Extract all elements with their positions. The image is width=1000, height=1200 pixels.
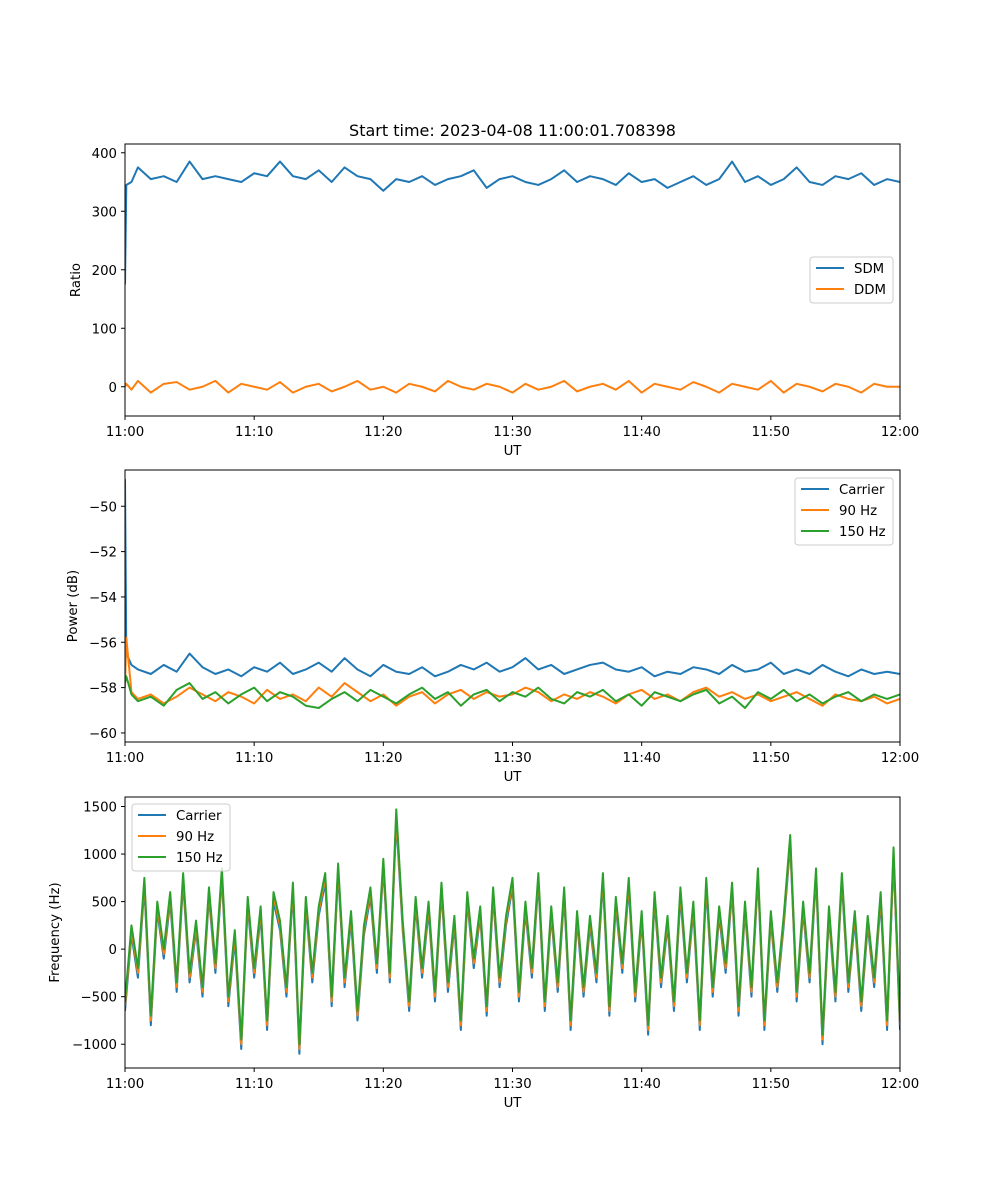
legend-label-90-hz: 90 Hz — [176, 830, 214, 845]
series-line-carrier — [125, 479, 900, 678]
figure-title: Start time: 2023-04-08 11:00:01.708398 — [349, 121, 676, 140]
y-tick-label: −50 — [89, 500, 117, 515]
x-tick-label: 11:30 — [493, 425, 531, 440]
y-tick-label: 100 — [92, 322, 117, 337]
x-tick-label: 11:10 — [235, 751, 273, 766]
legend-label-150-hz: 150 Hz — [839, 525, 886, 540]
ratio-chart-panel: 11:00 11:10 11:20 11:30 11:40 11:50 12:00 0 100 2… — [69, 143, 919, 459]
y-tick-label: −60 — [89, 727, 117, 742]
y-tick-label: 0 — [109, 943, 117, 958]
y-tick-label: 1000 — [83, 848, 117, 863]
y-tick-label: 300 — [92, 205, 117, 220]
y-axis-label: Frequency (Hz) — [48, 882, 63, 982]
legend-label-90-hz: 90 Hz — [839, 504, 877, 519]
legend-label-ddm: DDM — [854, 283, 886, 298]
y-tick-label: 500 — [92, 896, 117, 911]
legend-label-150-hz: 150 Hz — [176, 851, 223, 866]
x-tick-label: 11:10 — [235, 1077, 273, 1092]
x-axis-label: UT — [504, 444, 523, 459]
y-tick-label: −56 — [89, 636, 117, 651]
y-tick-label: 0 — [109, 381, 117, 396]
x-tick-label: 11:10 — [235, 425, 273, 440]
y-tick-label: −58 — [89, 682, 117, 697]
legend: Carrier 90 Hz 150 Hz — [794, 477, 894, 546]
y-axis-label: Ratio — [69, 263, 84, 297]
x-tick-label: 11:20 — [364, 751, 402, 766]
series-line-sdm — [125, 160, 900, 285]
frequency-chart-panel: 11:00 11:10 11:20 11:30 11:40 11:50 12:00 −1000… — [48, 796, 919, 1111]
y-tick-label: 1500 — [83, 801, 117, 816]
legend-label-carrier: Carrier — [839, 483, 885, 498]
x-tick-label: 11:20 — [364, 1077, 402, 1092]
series-line-ddm — [125, 379, 900, 394]
x-tick-label: 11:40 — [623, 751, 661, 766]
x-tick-label: 11:00 — [106, 1077, 144, 1092]
x-tick-label: 11:50 — [752, 1077, 790, 1092]
x-tick-label: 11:40 — [623, 1077, 661, 1092]
axes-frame — [124, 143, 901, 417]
series-line-150-hz — [125, 808, 900, 1046]
legend-label-sdm: SDM — [854, 262, 884, 277]
x-tick-label: 11:40 — [623, 425, 661, 440]
series-line-150-hz — [125, 675, 900, 709]
x-tick-label: 12:00 — [881, 425, 919, 440]
legend: Carrier 90 Hz 150 Hz — [131, 803, 231, 872]
y-tick-label: 200 — [92, 264, 117, 279]
y-tick-label: −500 — [80, 991, 117, 1006]
y-tick-label: −52 — [89, 546, 117, 561]
x-axis-label: UT — [504, 770, 523, 785]
x-axis-label: UT — [504, 1096, 523, 1111]
x-tick-label: 11:00 — [106, 751, 144, 766]
x-tick-label: 11:50 — [752, 751, 790, 766]
y-axis-label: Power (dB) — [66, 570, 81, 642]
x-tick-label: 12:00 — [881, 1077, 919, 1092]
y-tick-label: −54 — [89, 591, 117, 606]
power-chart-panel: 11:00 11:10 11:20 11:30 11:40 11:50 12:00 −60 −5… — [66, 469, 919, 785]
x-tick-label: 11:30 — [493, 1077, 531, 1092]
x-tick-label: 11:20 — [364, 425, 402, 440]
x-tick-label: 11:30 — [493, 751, 531, 766]
y-tick-label: 400 — [92, 147, 117, 162]
x-tick-label: 11:50 — [752, 425, 790, 440]
y-tick-label: −1000 — [72, 1038, 117, 1053]
legend: SDM DDM — [809, 256, 894, 304]
series-line-90-hz — [125, 636, 900, 707]
legend-label-carrier: Carrier — [176, 809, 222, 824]
axes-frame — [124, 469, 901, 743]
x-tick-label: 11:00 — [106, 425, 144, 440]
x-tick-label: 12:00 — [881, 751, 919, 766]
